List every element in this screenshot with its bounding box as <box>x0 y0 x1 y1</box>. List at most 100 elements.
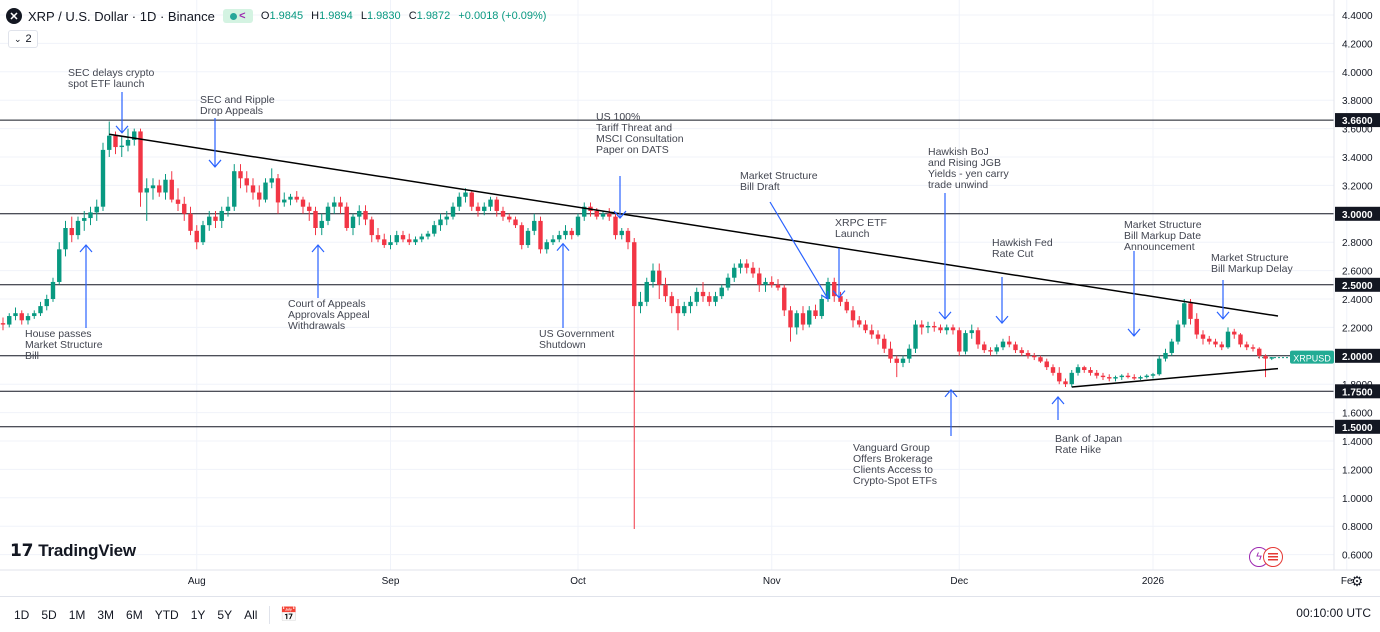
candle-body <box>550 239 556 243</box>
candle-body <box>394 235 399 243</box>
candle-body <box>113 135 118 148</box>
x-tick-label: Dec <box>950 576 968 587</box>
tf-6m[interactable]: 6M <box>126 607 143 622</box>
candle-body <box>450 206 456 217</box>
level-label-bg <box>1335 384 1380 399</box>
annotation-line: Clients Access to <box>853 464 933 476</box>
price-chart[interactable]: SEC delays crypto spot ETF launch SEC and … <box>0 0 1380 596</box>
annotation-line: Crypto-Spot ETFs <box>853 475 937 487</box>
tf-3m[interactable]: 3M <box>97 607 115 622</box>
tf-5y[interactable]: 5Y <box>217 607 233 622</box>
candle-body <box>513 219 518 226</box>
x-tick-label: Oct <box>570 576 586 587</box>
candle-body <box>1025 352 1031 356</box>
candle-body <box>775 284 781 288</box>
y-tick-label: 1.6000 <box>1342 409 1373 420</box>
candle-body <box>544 242 549 250</box>
time-axis[interactable]: Aug Sep Oct Nov Dec 2026 Fe <box>188 576 1353 587</box>
toolbar-divider <box>269 605 271 624</box>
candle-body <box>819 299 824 317</box>
candle-body <box>50 281 56 299</box>
us-flag-icon[interactable] <box>1263 547 1283 567</box>
candle-body <box>419 236 424 240</box>
annotation-line: XRPC ETF <box>835 217 887 229</box>
candle-body <box>1138 377 1143 379</box>
tf-1d[interactable]: 1D <box>14 607 30 622</box>
candle-body <box>525 230 531 246</box>
y-tick-label: 2.4000 <box>1342 295 1373 306</box>
annotation-text-boj: Hawkish BoJ and Rising JGB Yields - yen ca… <box>928 146 1009 191</box>
annotation-arrowhead <box>208 159 222 168</box>
candle-body <box>144 188 149 193</box>
tf-5d[interactable]: 5D <box>41 607 57 622</box>
candle-body <box>307 206 312 211</box>
candle-body <box>1144 375 1149 378</box>
candle-body <box>844 301 849 311</box>
candle-body <box>300 199 306 207</box>
candle-body <box>863 324 868 331</box>
tradingview-logo-icon: 𝟭𝟳 <box>10 541 34 560</box>
x-tick-label: Nov <box>763 576 781 587</box>
candle-body <box>600 213 606 217</box>
candle-body <box>125 139 131 146</box>
annotation-line: Hawkish Fed <box>992 237 1053 249</box>
candle-body <box>732 267 737 278</box>
candle-body <box>407 239 412 243</box>
tf-all[interactable]: All <box>244 607 258 622</box>
tf-1y[interactable]: 1Y <box>190 607 206 622</box>
level-label-bg <box>1335 277 1380 292</box>
candle-body <box>400 235 406 240</box>
candle-body <box>963 333 968 352</box>
annotation-arrowhead <box>613 210 627 219</box>
candle-body <box>69 228 74 236</box>
annotation-line: Bill Markup Delay <box>1211 263 1293 275</box>
candle-body <box>1075 367 1081 373</box>
candle-body <box>119 145 124 148</box>
clock[interactable]: 00:10:00 UTC <box>1296 606 1371 620</box>
tf-ytd[interactable]: YTD <box>154 607 179 622</box>
indicators-toggle-button[interactable]: ⌄ 2 <box>8 30 38 48</box>
candle-body <box>1219 344 1224 348</box>
candle-body <box>1200 334 1206 339</box>
candle-body <box>319 220 324 228</box>
level-label: 3.0000 <box>1342 210 1373 221</box>
candle-body <box>163 179 168 193</box>
candle-body <box>1044 361 1049 368</box>
candle-body <box>982 344 987 351</box>
annotation-text-msb-markup: Market Structure Bill Markup Date Announce… <box>1124 219 1202 253</box>
candle-body <box>88 212 93 219</box>
annotation-arrowhead <box>1216 311 1230 320</box>
candle-body <box>657 270 662 285</box>
tf-1m[interactable]: 1M <box>68 607 86 622</box>
symbol-title[interactable]: XRP / U.S. Dollar · 1D · Binance <box>28 8 215 24</box>
annotation-line: spot ETF launch <box>68 78 145 90</box>
candle-body <box>25 316 31 321</box>
candle-body <box>519 225 524 246</box>
calendar-icon[interactable]: 📅 <box>280 606 298 622</box>
tradingview-logo[interactable]: 𝟭𝟳 TradingView <box>10 541 136 561</box>
candle-body <box>750 267 756 274</box>
candle-body <box>638 301 643 307</box>
candle-body <box>225 206 231 211</box>
y-tick-label: 3.4000 <box>1342 153 1373 164</box>
candle-body <box>1188 303 1193 319</box>
candle-body <box>313 210 318 228</box>
candle-body <box>838 296 843 302</box>
annotation-arrowhead <box>115 125 129 134</box>
annotation-text-shutdown: US Government Shutdown <box>539 328 614 351</box>
price-axis[interactable]: 4.4000 4.2000 4.0000 3.8000 3.6000 3.4000 3.20… <box>1290 11 1380 562</box>
candle-body <box>682 306 687 314</box>
level-label-bg <box>1335 113 1380 128</box>
annotation-line: US 100% <box>596 111 640 123</box>
candle-body <box>563 230 568 236</box>
candle-body <box>1150 374 1156 376</box>
market-status-badge[interactable]: < <box>222 9 253 23</box>
y-tick-label: 2.6000 <box>1342 267 1373 278</box>
candle-body <box>388 242 393 246</box>
annotations: SEC delays crypto spot ETF launch SEC and … <box>25 67 1293 487</box>
event-flags[interactable]: ϟ <box>1249 547 1283 567</box>
x-tick-label: 2026 <box>1142 576 1165 587</box>
candle-body <box>644 281 649 302</box>
candle-body <box>900 358 906 363</box>
gear-icon[interactable]: ⚙ <box>1350 572 1364 589</box>
